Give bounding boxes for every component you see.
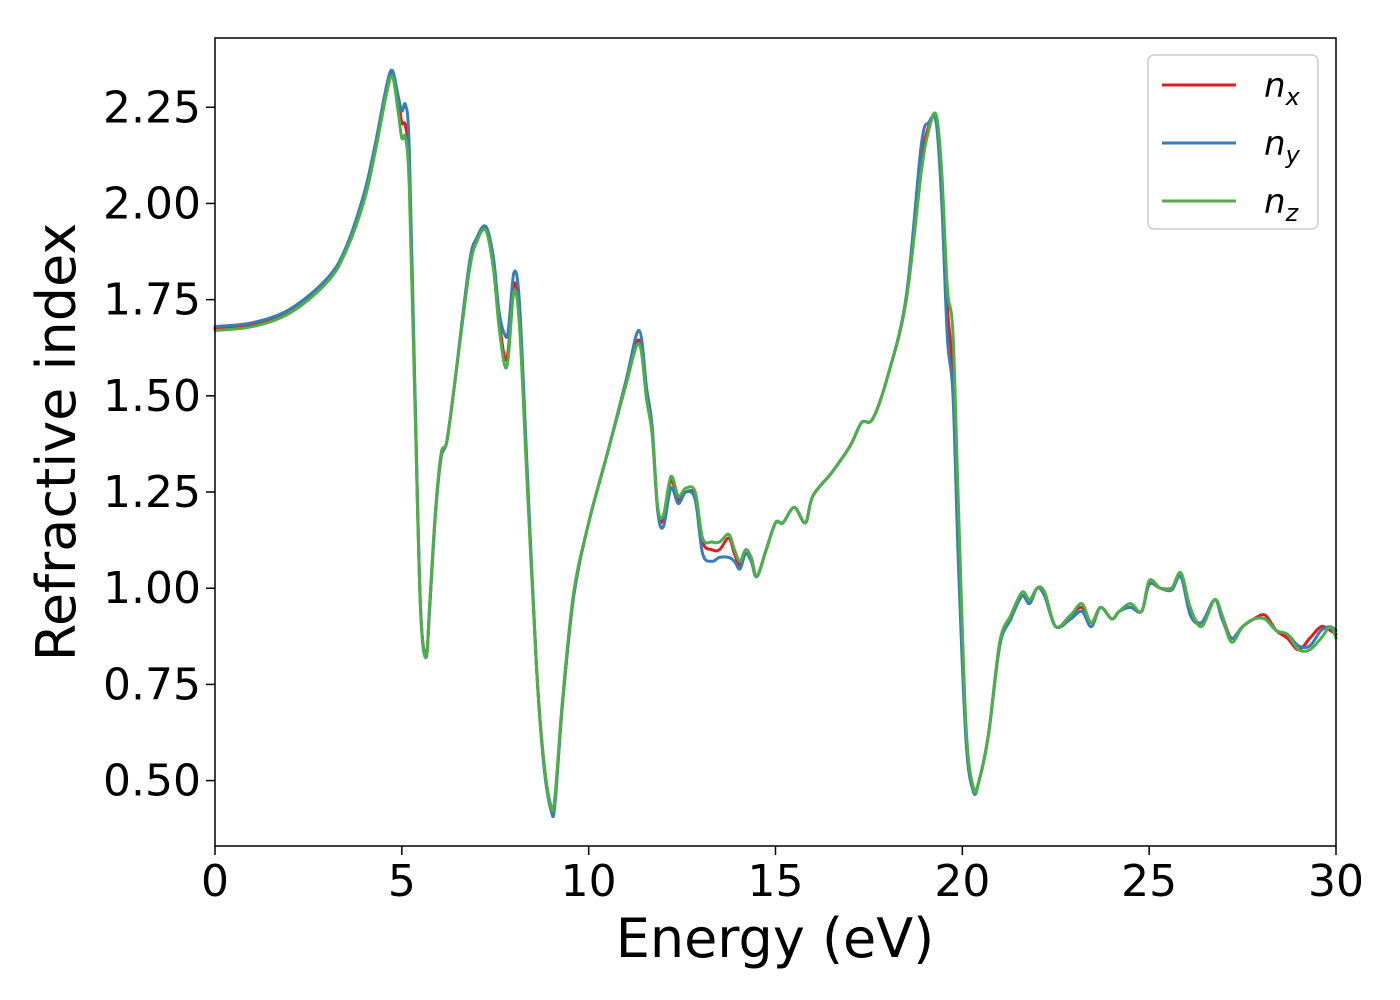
y-tick-label: 2.25 [103,82,201,133]
y-axis-ticks: 0.50 0.75 1.00 1.25 1.50 1.75 2.00 2.25 [103,82,215,807]
x-tick-label: 15 [748,856,804,907]
series-layer [213,68,1338,819]
series-line-z [213,74,1338,813]
y-tick-label: 0.75 [103,659,201,710]
x-tick-label: 25 [1121,856,1177,907]
x-axis-label: Energy (eV) [616,907,935,970]
y-tick-label: 1.50 [103,371,201,422]
y-axis-label: Refractive index [25,223,88,662]
legend: nx ny nz [1147,54,1319,230]
legend-label-z: nz [1264,182,1300,227]
x-tick-label: 20 [934,856,990,907]
x-tick-label: 5 [388,856,416,907]
x-tick-label: 30 [1308,856,1364,907]
y-tick-label: 1.00 [103,563,201,614]
y-tick-label: 0.50 [103,756,201,807]
legend-label-y: ny [1264,124,1301,169]
x-tick-label: 10 [561,856,617,907]
x-axis-ticks: 0 5 10 15 20 25 30 [201,846,1364,907]
y-tick-label: 1.25 [103,467,201,518]
y-tick-label: 1.75 [103,275,201,326]
x-tick-label: 0 [201,856,229,907]
y-tick-label: 2.00 [103,178,201,229]
legend-label-x: nx [1264,66,1301,111]
